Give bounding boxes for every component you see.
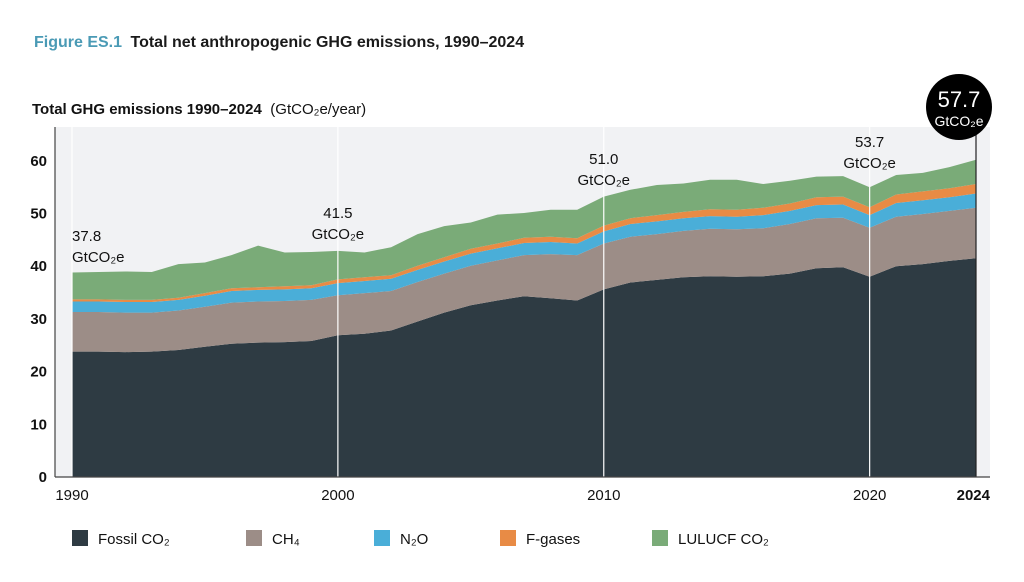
legend-label-n-o: N₂O xyxy=(400,531,428,548)
area-fossil-co- xyxy=(72,258,976,477)
chart-title: Total GHG emissions 1990–2024 xyxy=(32,101,262,118)
highlight-circle xyxy=(926,74,992,140)
annotation-unit-2000: GtCO₂e xyxy=(312,226,365,243)
legend-swatch-lulucf-co- xyxy=(652,530,668,546)
annotation-unit-2024: GtCO₂e xyxy=(935,113,984,129)
x-tick-label: 1990 xyxy=(55,487,88,504)
x-tick-label: 2020 xyxy=(853,487,886,504)
legend-label-f-gases: F-gases xyxy=(526,531,580,548)
y-tick-label: 0 xyxy=(39,469,47,486)
area-ch- xyxy=(72,207,976,353)
annotation-value-2000: 41.5 xyxy=(323,205,352,222)
x-tick-label: 2000 xyxy=(321,487,354,504)
annotation-value-2010: 51.0 xyxy=(589,151,618,168)
area-lulucf-co- xyxy=(72,159,976,300)
figure-label: Figure ES.1 xyxy=(34,34,122,51)
y-tick-label: 40 xyxy=(30,258,47,275)
legend-label-ch-: CH₄ xyxy=(272,531,300,548)
legend-label-lulucf-co-: LULUCF CO₂ xyxy=(678,531,769,548)
annotation-value-2024: 57.7 xyxy=(938,87,981,112)
y-tick-label: 10 xyxy=(30,416,47,433)
figure-heading: Figure ES.1 Total net anthropogenic GHG … xyxy=(34,34,524,51)
y-tick-label: 50 xyxy=(30,206,47,223)
area-f-gases xyxy=(72,184,976,302)
year-marker-lines xyxy=(71,127,977,477)
legend: Fossil CO₂ CH₄ N₂O F-gases LULUCF CO₂ xyxy=(72,530,769,548)
legend-label-fossil-co-: Fossil CO₂ xyxy=(98,531,170,548)
x-tick-label: 2024 xyxy=(957,487,991,504)
stacked-areas xyxy=(72,159,976,477)
annotation-unit-1990: GtCO₂e xyxy=(72,249,125,266)
x-tick-label: 2010 xyxy=(587,487,620,504)
y-tick-label: 30 xyxy=(30,311,47,328)
total-annotations: 37.8 GtCO₂e 41.5 GtCO₂e 51.0 GtCO₂e 53.7 GtCO₂e… xyxy=(72,74,992,266)
annotation-unit-2010: GtCO₂e xyxy=(578,172,631,189)
annotation-value-1990: 37.8 xyxy=(72,228,101,245)
y-axis-ticks: 0 10 20 30 40 50 60 xyxy=(30,153,47,486)
annotation-unit-2020: GtCO₂e xyxy=(843,155,896,172)
y-axis-unit: (GtCO₂e/year) xyxy=(270,101,366,118)
area-n-o xyxy=(72,193,976,313)
legend-swatch-ch- xyxy=(246,530,262,546)
annotation-value-2020: 53.7 xyxy=(855,134,884,151)
legend-swatch-fossil-co- xyxy=(72,530,88,546)
y-tick-label: 20 xyxy=(30,364,47,381)
figure-title: Total net anthropogenic GHG emissions, 1… xyxy=(130,34,524,51)
y-tick-label: 60 xyxy=(30,153,47,170)
x-axis-ticks: 1990 2000 2010 2020 2024 xyxy=(55,487,990,504)
legend-swatch-n-o xyxy=(374,530,390,546)
legend-swatch-f-gases xyxy=(500,530,516,546)
chart-heading: Total GHG emissions 1990–2024 (GtCO₂e/ye… xyxy=(32,101,366,118)
